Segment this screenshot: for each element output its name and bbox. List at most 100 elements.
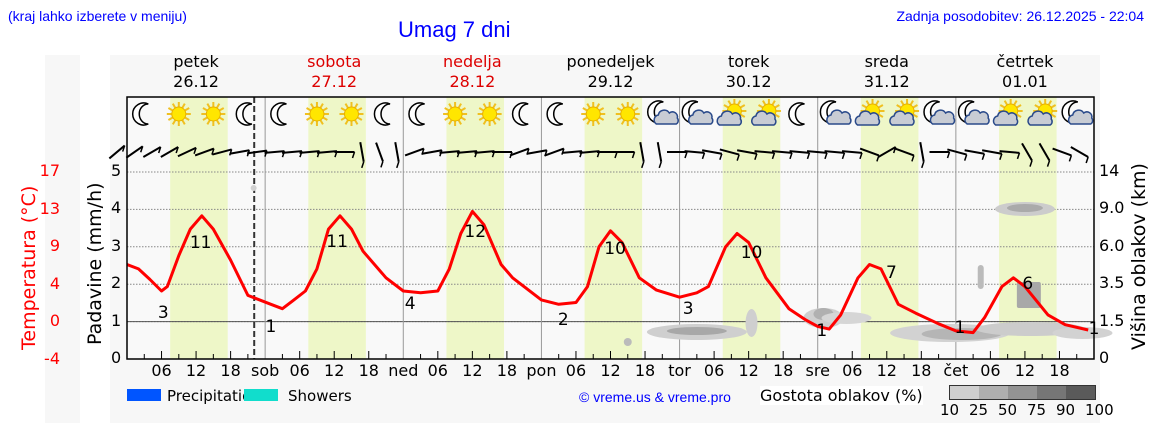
wind-barbs (108, 141, 1089, 169)
daylight-bands (127, 97, 1094, 359)
svg-text:3: 3 (158, 303, 169, 323)
x-tick-label: 06 (842, 361, 863, 380)
x-tick-label: 18 (634, 361, 656, 380)
cloud-density-scale (949, 385, 1096, 400)
x-tick-label: 06 (427, 361, 448, 380)
temp-tick-label: 4 (49, 273, 60, 293)
temp-tick-label: 13 (39, 198, 60, 218)
svg-text:7: 7 (886, 263, 897, 283)
x-tick-label: 12 (738, 361, 759, 380)
day-date: 28.12 (449, 72, 496, 91)
day-date: 29.12 (587, 72, 634, 91)
x-tick-label: 06 (703, 361, 725, 380)
x-tick-label: 12 (324, 361, 345, 380)
axis-tick-label: 9.0 (1099, 198, 1125, 218)
axis-tick-label: 1.5 (1099, 310, 1125, 330)
axis-tick-label: 3.5 (1099, 273, 1125, 293)
svg-text:11: 11 (190, 233, 212, 253)
svg-text:12: 12 (464, 222, 486, 242)
svg-text:10: 10 (741, 243, 763, 263)
svg-text:10: 10 (604, 239, 626, 259)
x-tick-label: čet (943, 361, 969, 380)
x-tick-label: 18 (220, 361, 241, 380)
day-name: nedelja (443, 52, 502, 71)
day-name: sreda (864, 52, 909, 71)
x-tick-label: 12 (462, 361, 483, 380)
svg-text:2: 2 (558, 310, 569, 330)
day-header: sreda 31.12 (827, 52, 947, 92)
day-date: 26.12 (173, 72, 219, 91)
density-tick-label: 50 (998, 401, 1018, 419)
x-tick-label: sob (251, 361, 280, 380)
temp-axis-panel (45, 55, 80, 423)
axis-tick-label: 4 (111, 198, 122, 218)
x-tick-label: 18 (1049, 361, 1070, 380)
precipitation-swatch (127, 389, 161, 401)
x-tick-label: 06 (289, 361, 310, 380)
day-header: sobota 27.12 (274, 52, 394, 92)
x-tick-label: 12 (600, 361, 621, 380)
svg-text:4: 4 (405, 294, 416, 314)
page-title: Umag 7 dni (398, 17, 511, 42)
axis-tick-label: 0 (1099, 348, 1110, 367)
svg-text:1: 1 (265, 317, 276, 337)
temp-tick-label: -4 (44, 348, 60, 368)
axis-tick-label: 0 (111, 348, 122, 367)
x-tick-label: sre (805, 361, 830, 380)
day-date: 31.12 (863, 72, 910, 91)
axis-tick-label: 5 (111, 161, 122, 180)
day-date: 27.12 (311, 72, 358, 91)
x-tick-label: 18 (358, 361, 379, 380)
density-tick-label: 10 (940, 401, 960, 419)
cloud-density-label: Gostota oblakov (%) (760, 386, 923, 405)
last-updated: Zadnja posodobitev: 26.12.2025 - 22:04 (896, 8, 1144, 24)
showers-legend: Showers (288, 387, 352, 405)
x-tick-label: 06 (565, 361, 587, 380)
temperature-line (126, 209, 1089, 335)
day-name: torek (727, 52, 770, 71)
x-tick-label: 12 (876, 361, 897, 380)
cloud-density-areas (250, 185, 1113, 346)
x-tick-label: 12 (185, 361, 207, 380)
svg-text:6: 6 (1022, 274, 1033, 294)
day-header: ponedeljek 29.12 (551, 52, 671, 92)
density-tick-label: 100 (1085, 401, 1114, 419)
axis-tick-label: 1 (111, 310, 122, 330)
day-header: petek 26.12 (136, 52, 256, 92)
copyright-link[interactable]: © vreme.us & vreme.pro (579, 389, 731, 405)
x-tick-label: tor (668, 361, 691, 380)
axis-tick-label: 3 (111, 235, 122, 255)
x-tick-label: 06 (151, 361, 172, 380)
axis-tick-label: 2 (111, 273, 122, 293)
day-header: nedelja 28.12 (412, 52, 532, 92)
showers-swatch (244, 389, 278, 401)
axis-tick-label: 14 (1099, 161, 1120, 180)
temp-tick-label: 9 (49, 236, 60, 255)
svg-text:11: 11 (326, 232, 348, 252)
svg-text:1: 1 (816, 321, 827, 341)
x-tick-label: 18 (911, 361, 932, 380)
axis-tick-label: 6.0 (1099, 235, 1125, 255)
day-header: četrtek 01.01 (965, 52, 1085, 92)
day-date: 01.01 (1002, 72, 1048, 91)
svg-text:3: 3 (683, 299, 694, 319)
svg-text:1: 1 (954, 318, 965, 338)
day-header: torek 30.12 (689, 52, 809, 92)
day-name: četrtek (996, 52, 1054, 71)
day-name: sobota (307, 52, 362, 71)
grid-lines (127, 97, 1094, 359)
x-tick-label: 18 (772, 361, 794, 380)
weather-icons (131, 99, 1094, 126)
x-tick-label: 06 (980, 361, 1001, 380)
temp-tick-label: 0 (49, 311, 60, 330)
location-hint: (kraj lahko izberete v meniju) (8, 8, 187, 24)
x-tick-label: 18 (496, 361, 518, 380)
density-tick-label: 90 (1056, 401, 1076, 419)
day-name: petek (173, 52, 219, 71)
x-tick-label: ned (388, 361, 419, 380)
temp-tick-label: 17 (39, 161, 60, 180)
day-date: 30.12 (725, 72, 772, 91)
density-tick-label: 75 (1027, 401, 1047, 419)
